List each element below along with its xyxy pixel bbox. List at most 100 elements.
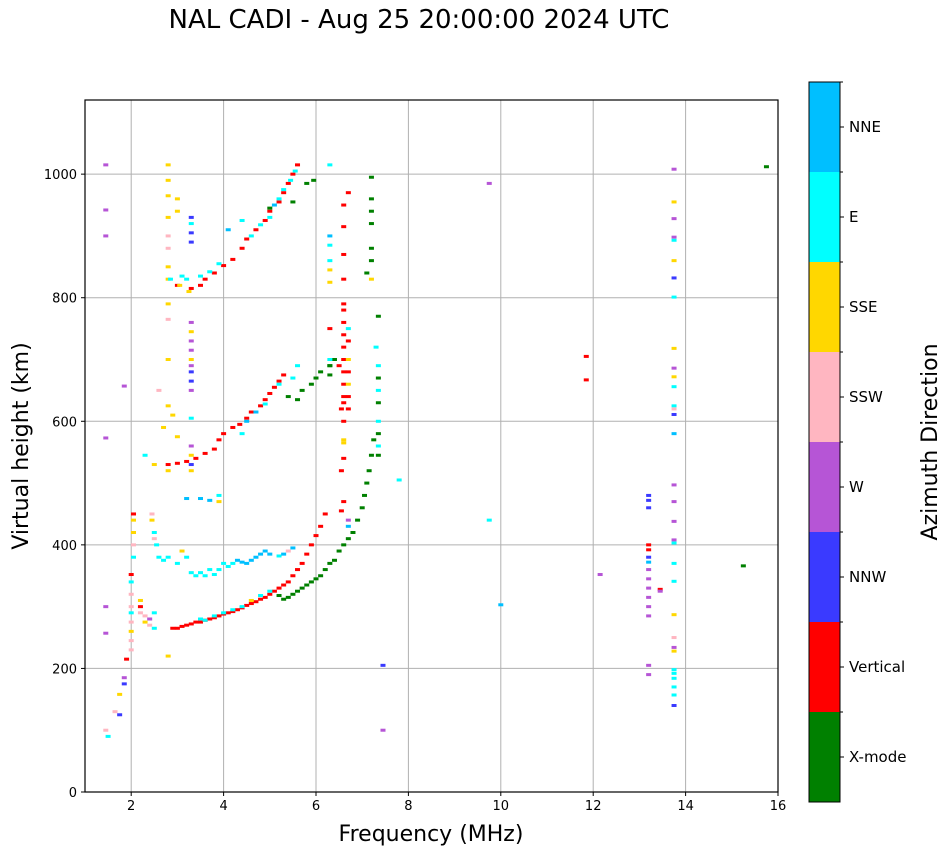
echo-point-ssw (128, 592, 134, 596)
echo-point-sse (161, 425, 167, 429)
echo-point-w (671, 500, 677, 504)
echo-point-vertical (124, 657, 130, 661)
echo-point-vertical (221, 264, 227, 268)
y-tick-label: 400 (52, 539, 77, 554)
echo-point-vertical (184, 459, 190, 463)
echo-point-e (165, 555, 171, 559)
echo-point-ssw (147, 623, 153, 627)
echo-point-vertical (327, 327, 333, 331)
echo-point-vertical (262, 218, 268, 222)
echo-point-sse (345, 358, 351, 361)
echo-point-sse (186, 290, 192, 294)
x-tick-label: 4 (219, 799, 227, 814)
echo-point-sse (165, 265, 171, 269)
echo-point-x-mode (364, 271, 370, 275)
colorbar-segment-nnw (809, 532, 840, 622)
echo-point-ssw (151, 537, 157, 541)
echo-point-sse (341, 438, 347, 442)
echo-point-nnw (188, 240, 194, 244)
x-tick-label: 10 (493, 799, 510, 814)
echo-point-sse (671, 200, 677, 204)
echo-point-x-mode (368, 175, 374, 179)
echo-point-vertical (295, 568, 301, 572)
echo-point-vertical (338, 509, 344, 513)
echo-point-vertical (188, 622, 194, 626)
echo-point-w (671, 519, 677, 523)
echo-point-x-mode (318, 574, 324, 578)
echo-point-e (174, 561, 180, 565)
echo-point-sse (327, 268, 333, 272)
echo-point-x-mode (375, 314, 381, 318)
echo-point-nnw (121, 682, 127, 686)
echo-point-e (207, 568, 213, 572)
echo-point-e (396, 478, 402, 482)
echo-point-x-mode (331, 358, 337, 361)
echo-point-nne (198, 497, 203, 501)
echo-point-x-mode (740, 564, 746, 568)
echo-point-w (671, 538, 677, 542)
echo-point-x-mode (285, 395, 291, 399)
echo-point-sse (137, 598, 143, 602)
echo-point-x-mode (327, 561, 333, 565)
x-tick-label: 12 (585, 799, 602, 814)
echo-point-w (380, 728, 386, 732)
echo-point-e (198, 274, 203, 278)
echo-point-vertical (583, 378, 589, 382)
echo-point-x-mode (327, 373, 333, 377)
echo-point-vertical (211, 447, 217, 451)
echo-point-e (267, 215, 273, 219)
echo-point-w (646, 614, 652, 618)
echo-point-e (671, 541, 677, 545)
echo-point-e (151, 626, 157, 630)
echo-point-e (671, 295, 677, 299)
colorbar-tick-label: X-mode (849, 748, 906, 766)
echo-point-vertical (230, 425, 236, 429)
echo-point-vertical (341, 277, 347, 281)
echo-point-e (239, 432, 245, 436)
echo-point-vertical (276, 586, 282, 590)
echo-point-w (486, 181, 492, 185)
echo-point-vertical (271, 589, 277, 593)
echo-point-vertical (271, 385, 277, 389)
colorbar: X-mode Vertical NNW W SSW SSE E NNE (808, 81, 906, 803)
echo-point-x-mode (345, 537, 351, 541)
echo-point-sse (671, 259, 677, 263)
echo-point-w (597, 573, 603, 577)
echo-point-sse (174, 209, 180, 213)
echo-point-e (671, 693, 677, 697)
y-tick-label: 200 (52, 662, 77, 677)
echo-point-nne (267, 552, 273, 556)
echo-point-e (161, 558, 167, 562)
echo-point-x-mode (281, 597, 287, 601)
echo-point-vertical (304, 552, 310, 556)
echo-point-vertical (244, 603, 250, 607)
echo-point-e (671, 561, 677, 565)
echo-point-x-mode (368, 209, 374, 213)
echo-point-w (646, 586, 652, 590)
echo-point-sse (188, 330, 194, 334)
echo-point-vertical (258, 404, 264, 408)
echo-point-e (193, 574, 199, 578)
echo-point-sse (165, 194, 171, 198)
echo-point-vertical (341, 345, 347, 349)
echo-point-w (188, 364, 194, 368)
echo-point-vertical (341, 225, 347, 229)
echo-point-x-mode (341, 543, 347, 547)
echo-point-vertical (276, 200, 282, 204)
echo-point-w (671, 167, 677, 171)
echo-point-e (128, 611, 134, 615)
echo-point-e (276, 554, 282, 558)
echo-point-vertical (341, 456, 347, 460)
echo-point-e (216, 493, 222, 497)
echo-point-nnw (117, 713, 123, 717)
echo-point-e (486, 518, 492, 522)
echo-point-sse (345, 382, 351, 386)
echo-point-nne (248, 558, 254, 562)
echo-point-e (188, 571, 194, 575)
echo-point-vertical (267, 391, 273, 395)
echo-point-x-mode (366, 469, 372, 473)
colorbar-tick-label: W (849, 478, 864, 496)
echo-point-vertical (244, 416, 250, 420)
echo-point-sse (165, 178, 171, 182)
